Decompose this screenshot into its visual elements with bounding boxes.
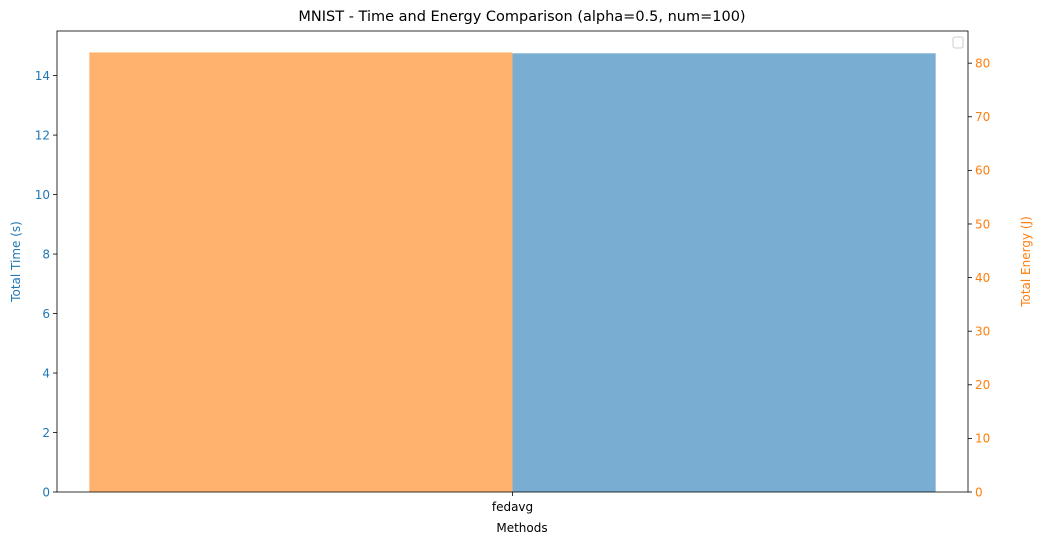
bar-time-fedavg <box>512 53 936 492</box>
bar-energy-fedavg <box>89 52 513 492</box>
left-axis: 0 2 4 6 8 10 12 14 <box>35 69 57 499</box>
right-axis: 0 10 20 30 40 50 60 70 80 <box>968 56 990 499</box>
left-axis-label: Total Time (s) <box>9 221 23 303</box>
left-tick-label: 10 <box>35 188 50 202</box>
left-tick-label: 0 <box>42 485 50 499</box>
right-tick-label: 40 <box>975 271 990 285</box>
right-tick-label: 80 <box>975 56 990 70</box>
x-axis-label: Methods <box>496 521 547 535</box>
legend-box <box>952 36 964 49</box>
chart-title: MNIST - Time and Energy Comparison (alph… <box>298 9 745 25</box>
left-tick-label: 4 <box>42 366 50 380</box>
left-tick-label: 14 <box>35 69 50 83</box>
right-tick-label: 0 <box>975 485 983 499</box>
right-axis-label: Total Energy (J) <box>1019 216 1033 308</box>
right-tick-label: 30 <box>975 324 990 338</box>
right-tick-label: 20 <box>975 378 990 392</box>
left-tick-label: 8 <box>42 247 50 261</box>
right-tick-label: 60 <box>975 164 990 178</box>
right-tick-label: 50 <box>975 217 990 231</box>
left-tick-label: 12 <box>35 128 50 142</box>
x-tick-label: fedavg <box>492 500 533 514</box>
left-tick-label: 6 <box>42 307 50 321</box>
x-axis: fedavg <box>492 492 533 514</box>
left-tick-label: 2 <box>42 426 50 440</box>
right-tick-label: 10 <box>975 432 990 446</box>
bars-layer <box>89 52 936 492</box>
right-tick-label: 70 <box>975 110 990 124</box>
